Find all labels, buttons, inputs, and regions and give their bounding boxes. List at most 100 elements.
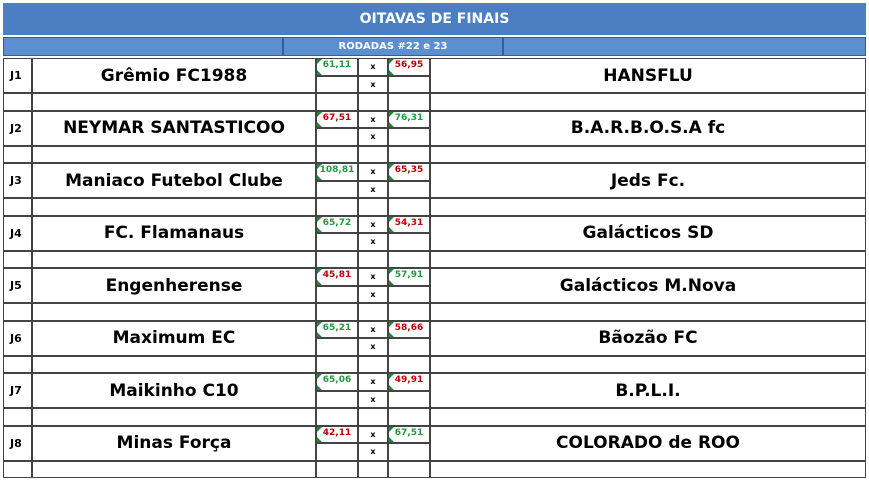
corner-mark <box>317 164 322 169</box>
spacer-cell <box>316 408 358 426</box>
spacer-cell <box>430 303 866 321</box>
away-score: 58,66 <box>388 320 430 338</box>
corner-mark <box>317 111 322 117</box>
score-cell <box>316 180 358 198</box>
score-cell <box>388 443 430 461</box>
spacer-cell <box>430 408 866 426</box>
home-score: 67,51 <box>316 110 358 128</box>
match-id: J2 <box>3 110 32 146</box>
home-score: 42,11 <box>316 425 358 443</box>
spacer-cell <box>32 145 316 163</box>
separator: x <box>358 320 388 338</box>
spacer-cell <box>358 408 388 426</box>
spacer-cell <box>388 198 430 216</box>
match-id: J4 <box>3 215 32 251</box>
score-cell <box>316 128 358 146</box>
spacer-cell <box>3 408 32 426</box>
corner-mark <box>389 332 394 337</box>
away-score: 76,31 <box>388 110 430 128</box>
match-id: J3 <box>3 163 32 198</box>
separator: x <box>358 443 388 461</box>
spacer-cell <box>358 250 388 268</box>
away-team: COLORADO de ROO <box>430 425 866 461</box>
spacer-cell <box>32 93 316 111</box>
separator: x <box>358 128 388 146</box>
score-cell <box>388 180 430 198</box>
match-id: J1 <box>3 58 32 93</box>
spacer-cell <box>32 355 316 373</box>
spacer-cell <box>388 93 430 111</box>
spacer-cell <box>32 198 316 216</box>
spacer-cell <box>316 355 358 373</box>
subheader-cell <box>3 37 283 56</box>
away-team: Galácticos SD <box>430 215 866 251</box>
separator: x <box>358 180 388 198</box>
score-cell <box>316 338 358 356</box>
separator: x <box>358 390 388 408</box>
spacer-cell <box>3 355 32 373</box>
spacer-cell <box>3 145 32 163</box>
away-team: Galácticos M.Nova <box>430 268 866 303</box>
away-score: 56,95 <box>388 58 430 76</box>
corner-mark <box>389 269 394 274</box>
separator: x <box>358 110 388 128</box>
away-score: 49,91 <box>388 373 430 391</box>
spacer-cell <box>358 145 388 163</box>
spacer-cell <box>3 198 32 216</box>
score-cell <box>388 75 430 93</box>
away-team: B.P.L.I. <box>430 373 866 408</box>
spacer-cell <box>316 460 358 478</box>
home-team: Maikinho C10 <box>32 373 316 408</box>
corner-mark <box>389 174 394 180</box>
corner-mark <box>317 384 322 390</box>
home-team: Minas Força <box>32 425 316 461</box>
corner-mark <box>389 227 394 232</box>
spacer-cell <box>358 93 388 111</box>
spacer-cell <box>358 303 388 321</box>
spacer-cell <box>430 355 866 373</box>
corner-mark <box>317 426 322 432</box>
spacer-cell <box>388 460 430 478</box>
spacer-cell <box>3 93 32 111</box>
corner-mark <box>389 426 394 432</box>
corner-mark <box>317 59 322 64</box>
spacer-cell <box>316 145 358 163</box>
away-score: 67,51 <box>388 425 430 443</box>
spacer-cell <box>316 250 358 268</box>
away-team: B.A.R.B.O.S.A fc <box>430 110 866 146</box>
corner-mark <box>389 122 394 127</box>
corner-mark <box>317 174 322 180</box>
corner-mark <box>389 111 394 117</box>
spacer-cell <box>358 198 388 216</box>
corner-mark <box>389 279 394 285</box>
home-team: FC. Flamanaus <box>32 215 316 251</box>
spacer-cell <box>388 303 430 321</box>
subtitle: RODADAS #22 e 23 <box>283 37 503 56</box>
spacer-cell <box>32 250 316 268</box>
corner-mark <box>389 216 394 222</box>
spacer-cell <box>32 303 316 321</box>
corner-mark <box>389 69 394 75</box>
away-score: 65,35 <box>388 163 430 181</box>
match-id: J7 <box>3 373 32 408</box>
title: OITAVAS DE FINAIS <box>3 3 866 35</box>
separator: x <box>358 163 388 181</box>
score-cell <box>316 75 358 93</box>
score-cell <box>388 233 430 251</box>
spacer-cell <box>388 355 430 373</box>
separator: x <box>358 425 388 443</box>
subheader-cell <box>503 37 866 56</box>
spacer-cell <box>358 355 388 373</box>
corner-mark <box>317 374 322 379</box>
home-team: Engenherense <box>32 268 316 303</box>
spacer-cell <box>430 460 866 478</box>
home-team: Maniaco Futebol Clube <box>32 163 316 198</box>
corner-mark <box>317 321 322 327</box>
away-team: HANSFLU <box>430 58 866 93</box>
home-score: 108,81 <box>316 163 358 181</box>
home-score: 45,81 <box>316 268 358 286</box>
score-cell <box>316 390 358 408</box>
spacer-cell <box>358 460 388 478</box>
home-team: Grêmio FC1988 <box>32 58 316 93</box>
spacer-cell <box>388 145 430 163</box>
